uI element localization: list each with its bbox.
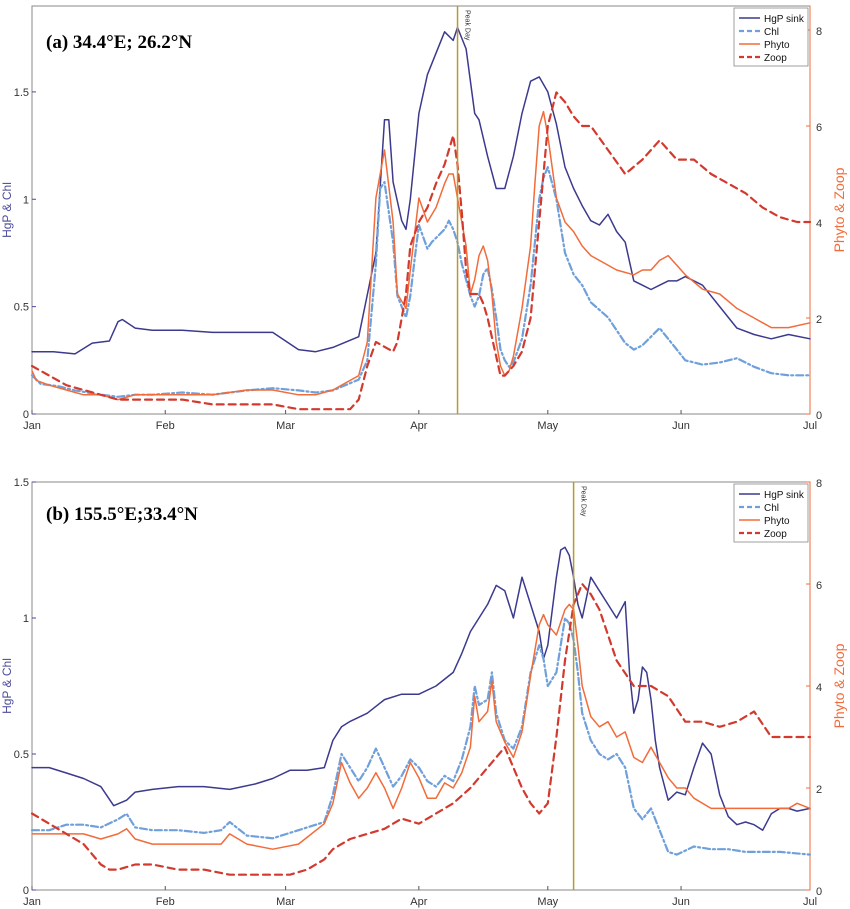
right-y-tick-label: 4 [816, 218, 822, 230]
legend-label: HgP sink [764, 14, 805, 25]
panel-title: (b) 155.5°E;33.4°N [46, 504, 198, 525]
plot-area [31, 5, 811, 415]
panel-title: (a) 34.4°E; 26.2°N [46, 32, 192, 53]
series-line-chl [30, 166, 812, 398]
right-y-tick-label: 8 [816, 478, 822, 490]
series-line-zoop [30, 582, 812, 876]
left-axis-label: HgP & Chl [0, 658, 14, 714]
plot-area [31, 481, 811, 891]
left-y-tick-label: 0 [23, 885, 29, 897]
series-line-phyto [31, 110, 811, 401]
x-tick-label: Mar [276, 420, 295, 432]
legend-label: Chl [764, 503, 779, 514]
legend-label: Phyto [764, 40, 790, 51]
peak-day-label: Peak Day [464, 10, 471, 41]
x-tick-label: Apr [410, 896, 427, 908]
series-line-chl [30, 616, 812, 856]
left-y-tick-label: 1.5 [14, 87, 29, 99]
left-y-tick-label: 0.5 [14, 749, 29, 761]
legend-label: Zoop [764, 529, 787, 540]
series-line-hgp-sink [31, 546, 811, 831]
left-axis-label: HgP & Chl [0, 182, 14, 238]
x-tick-label: Apr [410, 420, 427, 432]
right-y-tick-label: 6 [816, 122, 822, 134]
right-y-tick-label: 6 [816, 580, 822, 592]
x-tick-label: Feb [156, 420, 175, 432]
right-y-tick-label: 4 [816, 682, 822, 694]
right-y-tick-label: 8 [816, 26, 822, 38]
x-tick-label: Feb [156, 896, 175, 908]
left-y-tick-label: 1 [23, 613, 29, 625]
x-tick-label: May [537, 420, 558, 432]
legend-label: Chl [764, 27, 779, 38]
left-y-tick-label: 1.5 [14, 477, 29, 489]
right-y-tick-label: 2 [816, 784, 822, 796]
left-y-tick-label: 1 [23, 194, 29, 206]
x-tick-label: Jun [672, 420, 690, 432]
series-line-phyto [31, 603, 811, 850]
x-tick-label: Jan [23, 420, 41, 432]
left-y-tick-label: 0.5 [14, 302, 29, 314]
legend-label: Phyto [764, 516, 790, 527]
peak-day-label: Peak Day [580, 486, 587, 517]
right-y-tick-label: 2 [816, 314, 822, 326]
x-tick-label: Mar [276, 896, 295, 908]
x-tick-label: May [537, 896, 558, 908]
right-y-tick-label: 0 [816, 410, 822, 422]
left-y-tick-label: 0 [23, 409, 29, 421]
x-tick-label: Jun [672, 896, 690, 908]
legend-label: Zoop [764, 53, 787, 64]
right-axis-label: Phyto & Zoop [831, 643, 847, 728]
legend-label: HgP sink [764, 490, 805, 501]
right-axis-label: Phyto & Zoop [831, 167, 847, 252]
x-tick-label: Jan [23, 896, 41, 908]
series-line-hgp-sink [31, 26, 811, 355]
right-y-tick-label: 0 [816, 886, 822, 898]
x-tick-label: Jul [803, 420, 817, 432]
x-tick-label: Jul [803, 896, 817, 908]
series-line-zoop [30, 91, 812, 411]
